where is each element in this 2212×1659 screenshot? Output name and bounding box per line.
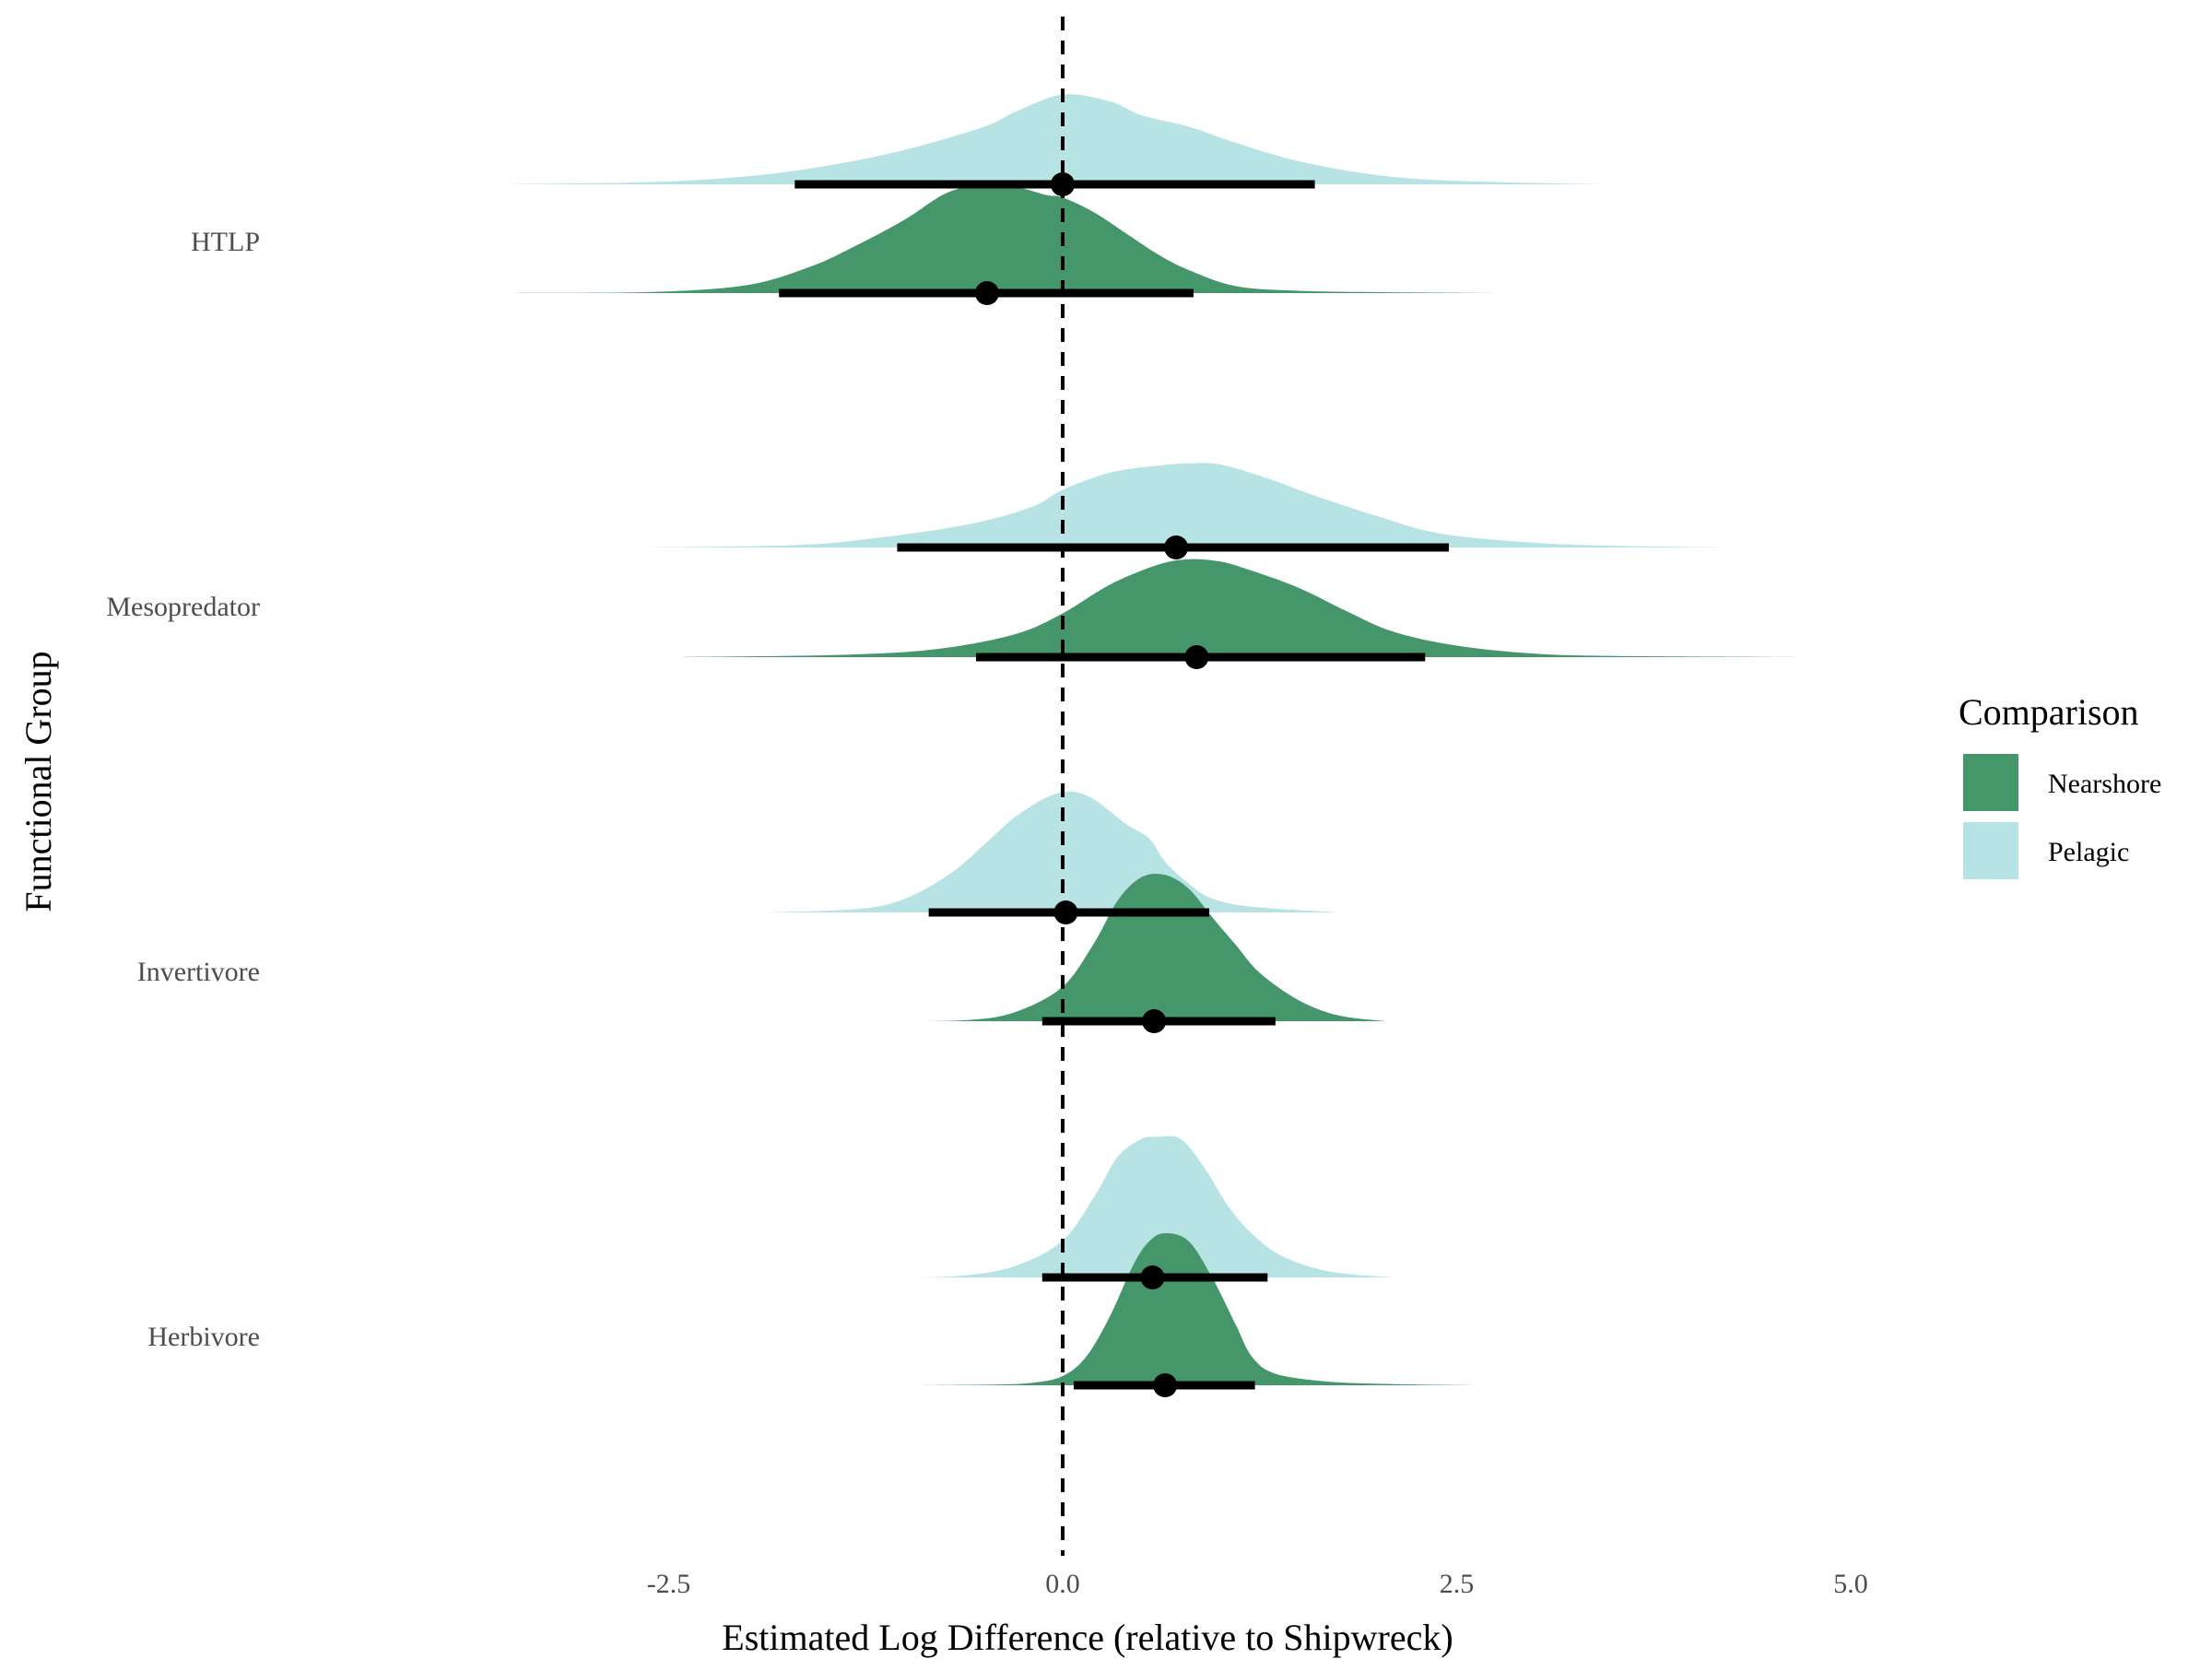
interval-layer (779, 172, 1449, 1397)
y-tick-label-htlp: HTLP (191, 227, 260, 257)
median-point-invertivore-pelagic (1053, 900, 1078, 924)
legend-label-pelagic: Pelagic (2048, 837, 2129, 867)
legend-label-nearshore: Nearshore (2048, 769, 2161, 799)
density-ridge-invertivore-nearshore (897, 873, 1386, 1021)
x-tick-label: 5.0 (1833, 1569, 1868, 1599)
x-tick-label: 2.5 (1440, 1569, 1475, 1599)
density-ridge-htlp-nearshore (519, 185, 1497, 293)
ridges-layer (511, 94, 1804, 1385)
y-axis-title: Functional Group (18, 651, 59, 912)
density-ridge-htlp-pelagic (511, 94, 1606, 184)
median-point-htlp-pelagic (1051, 172, 1075, 196)
density-ridge-herbivore-pelagic (921, 1135, 1394, 1277)
x-axis-title: Estimated Log Difference (relative to Sh… (722, 1617, 1453, 1658)
x-tick-label: -2.5 (647, 1569, 691, 1599)
median-point-herbivore-pelagic (1140, 1265, 1165, 1289)
density-ridge-herbivore-nearshore (897, 1233, 1473, 1385)
y-tick-label-invertivore: Invertivore (137, 957, 260, 987)
density-ridge-mesopredator-pelagic (653, 463, 1725, 547)
legend: Comparison Nearshore Pelagic (1959, 691, 2161, 879)
median-point-herbivore-nearshore (1153, 1373, 1178, 1397)
y-tick-label-mesopredator: Mesopredator (106, 592, 260, 622)
y-tick-label-herbivore: Herbivore (147, 1322, 260, 1352)
legend-title: Comparison (1959, 691, 2139, 733)
median-point-invertivore-nearshore (1142, 1009, 1167, 1033)
median-point-htlp-nearshore (974, 281, 999, 305)
legend-swatch-nearshore (1963, 754, 2018, 811)
median-point-mesopredator-nearshore (1184, 645, 1209, 669)
median-point-mesopredator-pelagic (1164, 535, 1189, 559)
x-tick-label: 0.0 (1045, 1569, 1080, 1599)
legend-items: Nearshore Pelagic (1963, 754, 2161, 879)
density-ridge-mesopredator-nearshore (684, 559, 1804, 657)
legend-swatch-pelagic (1963, 822, 2018, 879)
density-ridge-invertivore-pelagic (763, 791, 1339, 912)
tick-label-layer: HTLP Mesopredator Invertivore Herbivore -2.5… (106, 227, 1867, 1599)
